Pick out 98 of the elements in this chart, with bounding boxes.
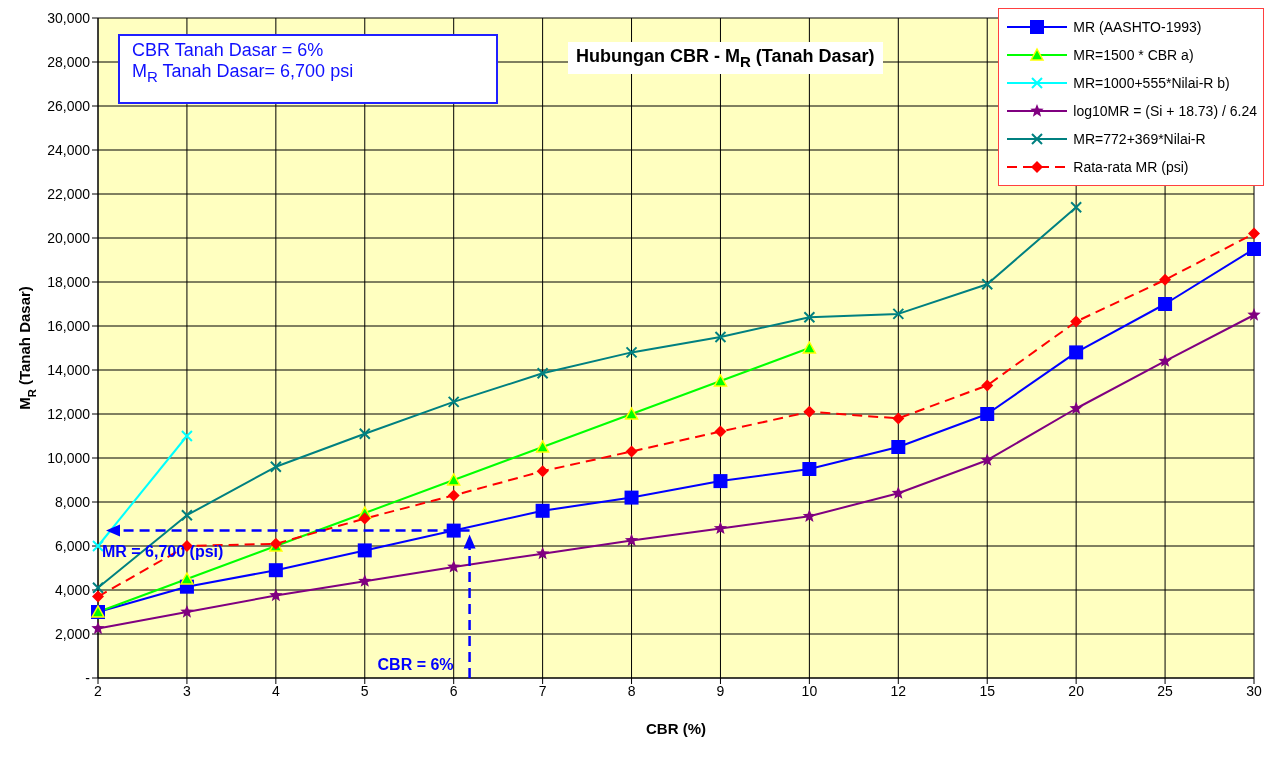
point xyxy=(536,367,549,380)
y-tick-label: 24,000 xyxy=(47,141,91,158)
point xyxy=(624,533,639,547)
point xyxy=(535,440,550,453)
point xyxy=(358,574,372,587)
x-tick-label: 4 xyxy=(271,682,280,699)
x-tick-label: 15 xyxy=(979,682,996,699)
point xyxy=(891,486,905,499)
point xyxy=(358,512,371,525)
y-tick-label: 26,000 xyxy=(47,97,91,114)
point xyxy=(981,379,994,392)
point xyxy=(1247,242,1261,256)
point xyxy=(268,563,283,578)
legend-label: log10MR = (Si + 18.73) / 6.24 xyxy=(1073,103,1257,119)
point xyxy=(1069,345,1084,360)
y-tick-label: 6,000 xyxy=(54,537,91,554)
point xyxy=(1070,315,1083,328)
point xyxy=(803,405,816,418)
x-axis-title: CBR (%) xyxy=(646,720,706,737)
point xyxy=(1159,273,1172,286)
point xyxy=(802,341,817,354)
point xyxy=(891,440,906,454)
y-tick-label: 10,000 xyxy=(47,449,91,466)
legend-label: MR=1500 * CBR a) xyxy=(1073,47,1194,63)
point xyxy=(625,346,638,359)
point xyxy=(447,395,460,408)
legend-label: MR=772+369*Nilai-R xyxy=(1073,131,1206,147)
point xyxy=(446,473,461,486)
point xyxy=(1158,354,1172,367)
point xyxy=(624,407,639,420)
point xyxy=(714,425,727,438)
text: Hubungan CBR - M$_{R}$ (Tanah Dasar) xyxy=(568,42,883,74)
x-tick-label: 3 xyxy=(183,682,192,699)
point xyxy=(447,489,460,502)
point xyxy=(1158,297,1173,311)
point xyxy=(980,407,995,421)
point xyxy=(802,462,817,476)
point xyxy=(713,521,728,535)
legend-label: Rata-rata MR (psi) xyxy=(1073,159,1189,175)
x-tick-label: 8 xyxy=(627,682,636,699)
y-tick-label: - xyxy=(85,669,91,686)
x-tick-label: 7 xyxy=(538,682,547,699)
y-tick-label: 30,000 xyxy=(47,9,91,26)
x-tick-label: 5 xyxy=(360,682,369,699)
point xyxy=(535,503,550,518)
point xyxy=(1069,401,1083,415)
point xyxy=(536,465,549,478)
text-box: CBR Tanah Dasar = 6% M$_{R}$ Tanah Dasar= 6,700 psi xyxy=(118,34,498,104)
point xyxy=(535,546,550,560)
point xyxy=(358,427,371,440)
y-tick-label: 2,000 xyxy=(54,625,91,642)
point xyxy=(92,590,104,603)
annotation: CBR Tanah Dasar = 6% xyxy=(132,40,325,61)
x-tick-label: 2 xyxy=(94,682,103,699)
point xyxy=(981,278,994,291)
y-tick-label: 8,000 xyxy=(54,493,91,510)
y-tick-label: 22,000 xyxy=(47,185,91,202)
x-tick-label: 6 xyxy=(449,682,458,699)
x-tick-label: 20 xyxy=(1068,682,1085,699)
annotation: M$_{R}$ Tanah Dasar= 6,700 psi xyxy=(132,61,355,85)
y-tick-label: 20,000 xyxy=(47,229,91,246)
point xyxy=(180,605,194,618)
point xyxy=(892,307,905,320)
point xyxy=(803,311,816,324)
legend-label: MR=1000+555*Nilai-R b) xyxy=(1073,75,1230,91)
point xyxy=(92,581,104,594)
x-tick-label: 12 xyxy=(890,682,907,699)
ref-line-label: MR = 6,700 (psi) xyxy=(102,542,224,560)
y-tick-label: 4,000 xyxy=(54,581,91,598)
y-tick-label: 16,000 xyxy=(47,317,91,334)
ref-line-label: CBR = 6% xyxy=(377,656,454,673)
legend-label: MR (AASHTO-1993) xyxy=(1073,19,1202,35)
point xyxy=(91,621,105,635)
x-tick-label: 9 xyxy=(716,682,725,699)
point xyxy=(624,490,639,505)
point xyxy=(980,453,994,466)
y-tick-label: 14,000 xyxy=(47,361,91,378)
x-tick-label: 30 xyxy=(1246,682,1262,699)
y-tick-label: 18,000 xyxy=(47,273,91,290)
point xyxy=(447,559,461,573)
point xyxy=(1070,201,1083,214)
point xyxy=(713,474,728,489)
x-tick-label: 25 xyxy=(1157,682,1174,699)
x-tick-label: 10 xyxy=(801,682,818,699)
point xyxy=(180,509,193,522)
point xyxy=(1247,308,1261,321)
point xyxy=(1248,227,1260,240)
point xyxy=(269,588,283,602)
point xyxy=(180,430,193,442)
point xyxy=(357,543,372,558)
point xyxy=(713,374,728,387)
point xyxy=(180,572,194,585)
y-tick-label: 28,000 xyxy=(47,53,91,70)
point xyxy=(892,412,905,425)
y-tick-label: 12,000 xyxy=(47,405,91,422)
point xyxy=(625,445,638,458)
point xyxy=(714,331,727,343)
point xyxy=(269,460,282,473)
